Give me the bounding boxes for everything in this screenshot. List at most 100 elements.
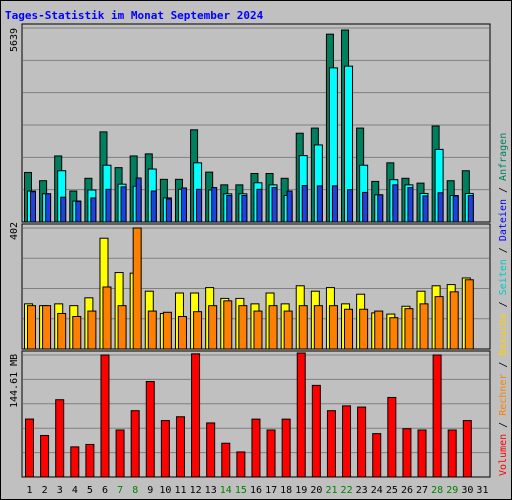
day-label-25: 25 — [386, 485, 398, 496]
volumen-bar-day-15 — [236, 451, 246, 478]
rechner-bar-day-25 — [389, 317, 399, 350]
volume-max-label: 144.61 MB — [9, 354, 20, 408]
legend-volumen: Volumen — [498, 434, 509, 476]
seiten-bar-day-17 — [271, 187, 278, 223]
seiten-bar-day-9 — [150, 190, 157, 223]
volumen-bar-day-14 — [221, 442, 231, 478]
rechner-bar-day-13 — [208, 305, 218, 350]
day-label-26: 26 — [401, 485, 413, 496]
volumen-bar-day-12 — [191, 353, 201, 478]
day-label-11: 11 — [174, 485, 186, 496]
volumen-bar-day-17 — [266, 429, 276, 478]
volumen-bar-day-18 — [281, 418, 291, 478]
rechner-bar-day-18 — [283, 310, 293, 350]
day-label-12: 12 — [190, 485, 202, 496]
rechner-bar-day-7 — [117, 305, 127, 350]
seiten-bar-day-3 — [60, 196, 67, 223]
legend-rechner: Rechner — [498, 374, 509, 416]
day-label-14: 14 — [220, 485, 232, 496]
rechner-bar-day-28 — [434, 296, 444, 350]
rechner-bar-day-8 — [132, 227, 142, 350]
day-label-17: 17 — [265, 485, 277, 496]
legend-besuche: Besuche — [498, 313, 509, 355]
legend-anfragen: Anfragen — [498, 133, 509, 181]
rechner-bar-day-27 — [419, 303, 429, 350]
volumen-bar-day-8 — [130, 410, 140, 478]
volumen-bar-day-24 — [372, 433, 382, 478]
seiten-bar-day-26 — [407, 187, 414, 223]
day-label-10: 10 — [159, 485, 171, 496]
volumen-bar-day-5 — [85, 443, 95, 478]
day-label-6: 6 — [102, 485, 108, 496]
rechner-bar-day-24 — [374, 310, 384, 350]
rechner-bar-day-10 — [162, 311, 172, 350]
volume-panel — [21, 350, 491, 478]
volumen-bar-day-6 — [100, 354, 110, 478]
rechner-bar-day-23 — [359, 308, 369, 350]
chart-title: Tages-Statistik im Monat September 2024 — [5, 9, 264, 22]
volumen-bar-day-4 — [70, 446, 80, 478]
volumen-bar-day-3 — [55, 399, 65, 478]
rechner-bar-day-15 — [238, 305, 248, 350]
volumen-bar-day-16 — [251, 418, 261, 478]
rechner-bar-day-29 — [449, 291, 459, 350]
rechner-bar-day-12 — [193, 311, 203, 350]
day-label-9: 9 — [147, 485, 153, 496]
volumen-bar-day-20 — [311, 384, 321, 478]
day-label-22: 22 — [341, 485, 353, 496]
rechner-bar-day-4 — [72, 315, 82, 350]
seiten-bar-day-21 — [331, 185, 338, 223]
day-label-3: 3 — [57, 485, 63, 496]
legend-separator: / — [498, 416, 509, 434]
rechner-bar-day-17 — [268, 305, 278, 350]
day-label-23: 23 — [356, 485, 368, 496]
seiten-bar-day-11 — [180, 187, 187, 223]
seiten-bar-day-10 — [165, 198, 172, 223]
volumen-bar-day-27 — [417, 429, 427, 478]
seiten-bar-day-23 — [362, 191, 369, 223]
volumen-bar-day-23 — [357, 406, 367, 478]
seiten-bar-day-2 — [45, 193, 52, 223]
volumen-bar-day-22 — [342, 405, 352, 478]
legend-separator: / — [498, 356, 509, 374]
seiten-bar-day-5 — [90, 197, 97, 223]
seiten-bar-day-12 — [196, 188, 203, 223]
visits-max-label: 402 — [9, 222, 20, 240]
volumen-bar-day-21 — [326, 410, 336, 478]
volumen-bar-day-1 — [25, 418, 34, 478]
seiten-bar-day-29 — [452, 195, 459, 223]
legend-separator: / — [498, 241, 509, 259]
seiten-bar-day-22 — [347, 189, 354, 223]
day-label-8: 8 — [132, 485, 138, 496]
seiten-bar-day-20 — [316, 185, 323, 223]
volumen-bar-day-13 — [206, 422, 216, 478]
series-legend: Volumen / Rechner / Besuche / Seiten / D… — [498, 133, 509, 476]
rechner-bar-day-2 — [42, 305, 52, 350]
day-label-2: 2 — [42, 485, 48, 496]
rechner-bar-day-21 — [328, 305, 338, 350]
volumen-bar-day-10 — [160, 420, 170, 478]
seiten-bar-day-7 — [120, 186, 127, 223]
day-label-28: 28 — [431, 485, 443, 496]
day-label-20: 20 — [310, 485, 322, 496]
day-label-24: 24 — [371, 485, 383, 496]
rechner-bar-day-3 — [57, 312, 67, 350]
rechner-bar-day-20 — [313, 305, 323, 350]
volumen-bar-day-29 — [447, 429, 457, 478]
day-label-18: 18 — [280, 485, 292, 496]
day-label-30: 30 — [461, 485, 473, 496]
volumen-bar-day-2 — [40, 434, 50, 478]
seiten-bar-day-4 — [75, 200, 82, 223]
seiten-bar-day-27 — [422, 195, 429, 223]
volumen-bar-day-19 — [296, 352, 306, 478]
day-label-27: 27 — [416, 485, 428, 496]
seiten-bar-day-30 — [467, 195, 474, 223]
hits-max-label: 5639 — [9, 28, 20, 52]
seiten-bar-day-25 — [392, 184, 399, 223]
rechner-bar-day-19 — [298, 305, 308, 350]
seiten-bar-day-8 — [135, 177, 142, 223]
legend-seiten: Seiten — [498, 259, 509, 295]
day-label-31: 31 — [476, 485, 488, 496]
rechner-bar-day-9 — [147, 310, 157, 350]
